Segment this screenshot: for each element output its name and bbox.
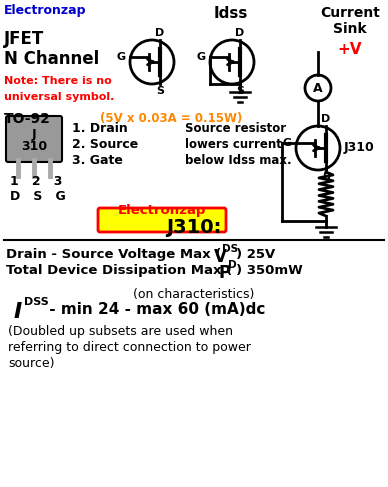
Text: - min 24 - max 60 (mA)dc: - min 24 - max 60 (mA)dc — [44, 302, 265, 317]
Text: source): source) — [8, 357, 54, 370]
Text: J310:: J310: — [166, 218, 222, 237]
Text: 2. Source: 2. Source — [72, 138, 138, 151]
Text: Current: Current — [320, 6, 380, 20]
Text: D: D — [228, 260, 237, 270]
Text: V: V — [214, 248, 227, 266]
Text: G: G — [197, 52, 206, 62]
Text: S: S — [236, 86, 244, 96]
Text: Drain - Source Voltage Max (: Drain - Source Voltage Max ( — [6, 248, 222, 261]
Text: JFET: JFET — [4, 30, 44, 48]
Text: universal symbol.: universal symbol. — [4, 92, 114, 102]
Text: S: S — [322, 172, 330, 182]
FancyBboxPatch shape — [6, 116, 62, 162]
Text: Sink: Sink — [333, 22, 367, 36]
Text: referring to direct connection to power: referring to direct connection to power — [8, 341, 251, 354]
Text: D   S   G: D S G — [10, 190, 66, 203]
Text: 3. Gate: 3. Gate — [72, 154, 123, 167]
Text: Idss: Idss — [214, 6, 248, 21]
Text: TO-92: TO-92 — [4, 112, 51, 126]
Text: (5V x 0.03A = 0.15W): (5V x 0.03A = 0.15W) — [100, 112, 242, 125]
Text: DSS: DSS — [24, 297, 49, 307]
Text: below Idss max.: below Idss max. — [185, 154, 292, 167]
Text: Electronzap: Electronzap — [4, 4, 87, 17]
Text: S: S — [156, 86, 164, 96]
Text: Electronzap: Electronzap — [118, 204, 206, 217]
Text: A: A — [313, 81, 323, 94]
Text: G: G — [117, 52, 126, 62]
Text: G: G — [283, 138, 292, 148]
Text: lowers current: lowers current — [185, 138, 282, 151]
Text: (Doubled up subsets are used when: (Doubled up subsets are used when — [8, 325, 233, 338]
Text: J310: J310 — [344, 142, 375, 154]
Text: D: D — [321, 114, 331, 124]
Text: P: P — [219, 264, 231, 282]
Text: D: D — [155, 28, 165, 38]
FancyBboxPatch shape — [98, 208, 226, 232]
Text: DS: DS — [222, 244, 238, 254]
Text: I: I — [14, 302, 22, 322]
Text: 1. Drain: 1. Drain — [72, 122, 128, 135]
Text: ) 350mW: ) 350mW — [236, 264, 303, 277]
Text: ) 25V: ) 25V — [236, 248, 275, 261]
Text: (on characteristics): (on characteristics) — [133, 288, 255, 301]
Text: N Channel: N Channel — [4, 50, 99, 68]
Text: Note: There is no: Note: There is no — [4, 76, 112, 86]
Text: +V: +V — [338, 42, 362, 57]
Text: 1   2   3: 1 2 3 — [10, 175, 62, 188]
Text: 310: 310 — [21, 140, 47, 153]
Text: D: D — [236, 28, 244, 38]
Text: Total Device Dissipation Max (: Total Device Dissipation Max ( — [6, 264, 232, 277]
Text: Source resistor: Source resistor — [185, 122, 286, 135]
Text: J: J — [32, 128, 36, 141]
